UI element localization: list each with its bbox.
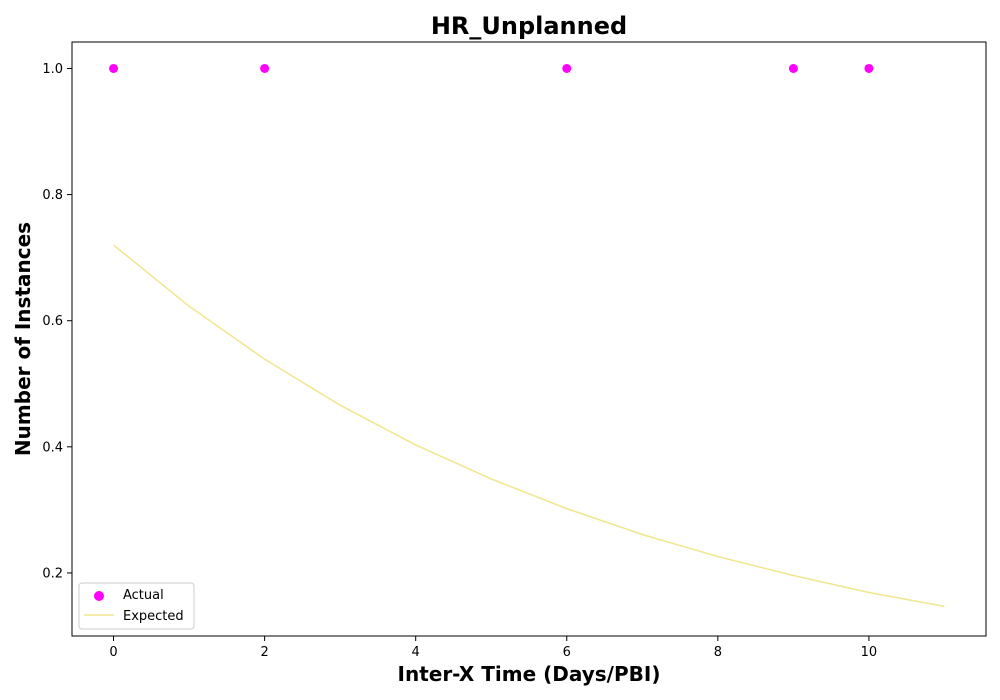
legend-label-actual: Actual	[123, 588, 164, 603]
x-axis-label: Inter-X Time (Days/PBI)	[398, 662, 661, 686]
x-tick-label: 6	[563, 645, 571, 660]
chart-title: HR_Unplanned	[431, 12, 627, 40]
y-tick-label: 0.2	[42, 566, 63, 581]
y-ticks: 0.2 0.4 0.6 0.8 1.0	[42, 62, 72, 581]
legend-label-expected: Expected	[123, 609, 184, 624]
legend: Actual Expected	[78, 582, 195, 630]
x-tick-label: 2	[260, 645, 268, 660]
x-ticks: 0 2 4 6 8 10	[109, 636, 877, 660]
series-line-expected	[113, 244, 945, 608]
actual-point	[109, 63, 119, 73]
actual-point	[864, 63, 874, 73]
legend-box	[78, 582, 195, 630]
actual-point	[562, 63, 572, 73]
x-tick-label: 10	[861, 645, 878, 660]
y-tick-label: 0.6	[42, 314, 63, 329]
y-tick-label: 0.8	[42, 188, 63, 203]
x-tick-label: 0	[109, 645, 117, 660]
y-tick-label: 1.0	[42, 62, 63, 77]
x-tick-label: 4	[412, 645, 420, 660]
plot-frame	[71, 41, 987, 637]
actual-point	[788, 63, 798, 73]
x-tick-label: 8	[714, 645, 722, 660]
actual-point	[260, 63, 270, 73]
plot-area	[109, 63, 945, 608]
y-tick-label: 0.4	[42, 440, 63, 455]
y-axis-label: Number of Instances	[11, 222, 35, 456]
legend-marker-actual	[94, 591, 104, 601]
